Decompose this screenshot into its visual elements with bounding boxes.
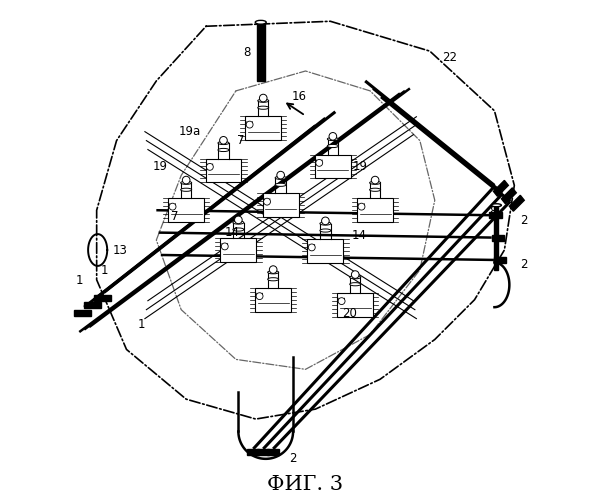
Circle shape bbox=[329, 132, 337, 140]
Ellipse shape bbox=[218, 142, 229, 144]
Circle shape bbox=[260, 94, 267, 102]
Polygon shape bbox=[494, 257, 507, 263]
Text: 14: 14 bbox=[224, 226, 240, 239]
Text: 2: 2 bbox=[521, 214, 528, 226]
Bar bbox=[205, 158, 241, 182]
Text: ФИГ. 3: ФИГ. 3 bbox=[268, 475, 343, 494]
Ellipse shape bbox=[327, 144, 338, 148]
Ellipse shape bbox=[327, 138, 338, 140]
Text: 7: 7 bbox=[172, 210, 179, 222]
Text: 20: 20 bbox=[342, 307, 357, 320]
Ellipse shape bbox=[268, 270, 279, 274]
Polygon shape bbox=[502, 188, 516, 204]
Circle shape bbox=[277, 172, 285, 179]
Ellipse shape bbox=[275, 183, 286, 186]
Ellipse shape bbox=[255, 20, 266, 24]
Text: 2: 2 bbox=[290, 452, 297, 466]
Circle shape bbox=[182, 176, 190, 184]
Circle shape bbox=[269, 266, 277, 274]
Ellipse shape bbox=[258, 106, 269, 110]
Circle shape bbox=[338, 298, 345, 304]
Ellipse shape bbox=[181, 188, 192, 192]
Circle shape bbox=[263, 198, 271, 205]
Text: 13: 13 bbox=[113, 244, 128, 258]
Circle shape bbox=[316, 160, 323, 166]
Polygon shape bbox=[492, 234, 504, 240]
Ellipse shape bbox=[320, 222, 331, 225]
Text: 19a: 19a bbox=[179, 125, 201, 138]
Bar bbox=[337, 293, 373, 316]
Circle shape bbox=[309, 244, 315, 251]
Ellipse shape bbox=[349, 276, 360, 279]
Polygon shape bbox=[257, 22, 265, 81]
Ellipse shape bbox=[370, 181, 381, 184]
Ellipse shape bbox=[233, 228, 244, 231]
Bar bbox=[307, 239, 343, 263]
Circle shape bbox=[321, 217, 329, 224]
Bar bbox=[263, 194, 299, 217]
Circle shape bbox=[207, 164, 213, 170]
Bar bbox=[255, 288, 291, 312]
Ellipse shape bbox=[181, 181, 192, 184]
Circle shape bbox=[371, 176, 379, 184]
Text: 19: 19 bbox=[353, 160, 368, 173]
Text: 16: 16 bbox=[292, 90, 307, 104]
Circle shape bbox=[219, 136, 227, 144]
Text: 1: 1 bbox=[76, 274, 84, 287]
Text: 2: 2 bbox=[521, 258, 528, 272]
Ellipse shape bbox=[370, 188, 381, 192]
Ellipse shape bbox=[491, 204, 502, 206]
Polygon shape bbox=[247, 449, 259, 455]
Polygon shape bbox=[510, 196, 524, 211]
Bar bbox=[246, 116, 281, 140]
Polygon shape bbox=[494, 180, 508, 196]
Text: 8: 8 bbox=[489, 204, 496, 218]
Circle shape bbox=[256, 292, 263, 300]
Ellipse shape bbox=[268, 278, 279, 281]
Circle shape bbox=[169, 203, 176, 210]
Text: 19: 19 bbox=[153, 160, 168, 173]
Bar bbox=[357, 198, 393, 222]
Circle shape bbox=[246, 121, 253, 128]
Circle shape bbox=[235, 216, 242, 224]
Bar bbox=[168, 198, 204, 222]
Polygon shape bbox=[94, 294, 111, 300]
Polygon shape bbox=[489, 212, 502, 218]
Text: 1: 1 bbox=[100, 264, 108, 278]
Polygon shape bbox=[84, 302, 101, 308]
Bar bbox=[221, 238, 256, 262]
Polygon shape bbox=[267, 449, 279, 455]
Polygon shape bbox=[494, 205, 499, 270]
Ellipse shape bbox=[258, 99, 269, 102]
Polygon shape bbox=[75, 310, 90, 316]
Bar bbox=[315, 154, 351, 178]
Text: 22: 22 bbox=[442, 50, 457, 64]
Text: 7: 7 bbox=[237, 134, 244, 147]
Polygon shape bbox=[257, 449, 269, 455]
Ellipse shape bbox=[320, 229, 331, 232]
Circle shape bbox=[221, 243, 228, 250]
Ellipse shape bbox=[349, 282, 360, 286]
Text: 8: 8 bbox=[244, 46, 251, 59]
Ellipse shape bbox=[275, 176, 286, 180]
Text: 14: 14 bbox=[352, 228, 367, 241]
Ellipse shape bbox=[218, 148, 229, 152]
Circle shape bbox=[351, 271, 359, 278]
Circle shape bbox=[358, 203, 365, 210]
Text: 1: 1 bbox=[137, 318, 145, 331]
Ellipse shape bbox=[233, 221, 244, 224]
